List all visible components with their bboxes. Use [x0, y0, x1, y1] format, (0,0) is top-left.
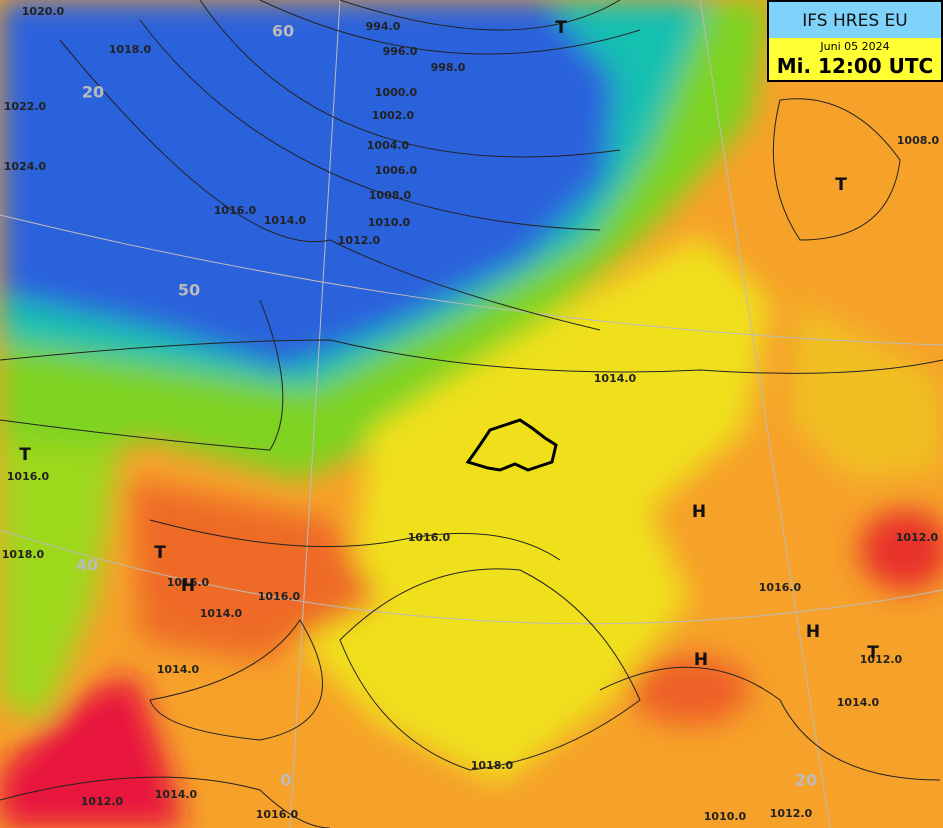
- isobar-label: 1012.0: [770, 807, 813, 820]
- isobar-label: 1016.0: [214, 204, 257, 217]
- isobar-label: 1018.0: [2, 548, 45, 561]
- isobar-label: 1016.0: [256, 808, 299, 821]
- isobar-label: 1012.0: [896, 531, 939, 544]
- isobar-label: 1014.0: [155, 788, 198, 801]
- isobar-label: 1000.0: [375, 86, 418, 99]
- isobar-label: 1012.0: [338, 234, 381, 247]
- graticule-label: 40: [76, 556, 98, 575]
- isobar-label: 1016.0: [759, 581, 802, 594]
- isobar-label: 1016.0: [258, 590, 301, 603]
- pressure-system: H: [694, 650, 708, 670]
- isobar-label: 1016.0: [7, 470, 50, 483]
- isobar-label: 1014.0: [200, 607, 243, 620]
- pressure-system: T: [555, 18, 567, 38]
- graticule-label: 50: [178, 281, 200, 300]
- graticule-label: 20: [82, 83, 104, 102]
- isobar-label: 1004.0: [367, 139, 410, 152]
- graticule-label: 20: [795, 771, 817, 790]
- isobar-label: 1024.0: [4, 160, 47, 173]
- pressure-system: H: [181, 576, 195, 596]
- graticule-label: 0: [280, 771, 291, 790]
- isobar-label: 1014.0: [157, 663, 200, 676]
- isobar-label: 998.0: [431, 61, 466, 74]
- isobar-label: 1008.0: [897, 134, 940, 147]
- isobar-label: 1018.0: [471, 759, 514, 772]
- graticule-label: 60: [272, 22, 294, 41]
- pressure-system: T: [835, 175, 847, 195]
- isobar-label: 1016.0: [408, 531, 451, 544]
- switzerland-border: [465, 418, 558, 472]
- isobar-label: 1018.0: [109, 43, 152, 56]
- isobar-label: 1010.0: [368, 216, 411, 229]
- isobar-label: 1014.0: [264, 214, 307, 227]
- valid-time: Mi. 12:00 UTC: [776, 54, 934, 78]
- isobar-label: 996.0: [383, 45, 418, 58]
- title-box: IFS HRES EU Juni 05 2024 Mi. 12:00 UTC: [767, 0, 943, 82]
- isobar-label: 1002.0: [372, 109, 415, 122]
- pressure-system: H: [806, 622, 820, 642]
- pressure-system: T: [19, 445, 31, 465]
- isobar-label: 1010.0: [704, 810, 747, 823]
- isobar-label: 994.0: [366, 20, 401, 33]
- isobar-label: 1022.0: [4, 100, 47, 113]
- isobar-label: 1012.0: [81, 795, 124, 808]
- isobar-label: 1014.0: [837, 696, 880, 709]
- isobar-label: 1012.0: [860, 653, 903, 666]
- isobar-label: 1014.0: [594, 372, 637, 385]
- pressure-system: T: [867, 643, 879, 663]
- isobar-label: 1006.0: [375, 164, 418, 177]
- isobar-label: 1016.0: [167, 576, 210, 589]
- pressure-system: T: [154, 543, 166, 563]
- isobar-label: 1008.0: [369, 189, 412, 202]
- isobar-label: 1020.0: [22, 5, 65, 18]
- model-title: IFS HRES EU: [769, 2, 941, 38]
- run-date: Juni 05 2024: [820, 40, 890, 53]
- pressure-system: H: [692, 502, 706, 522]
